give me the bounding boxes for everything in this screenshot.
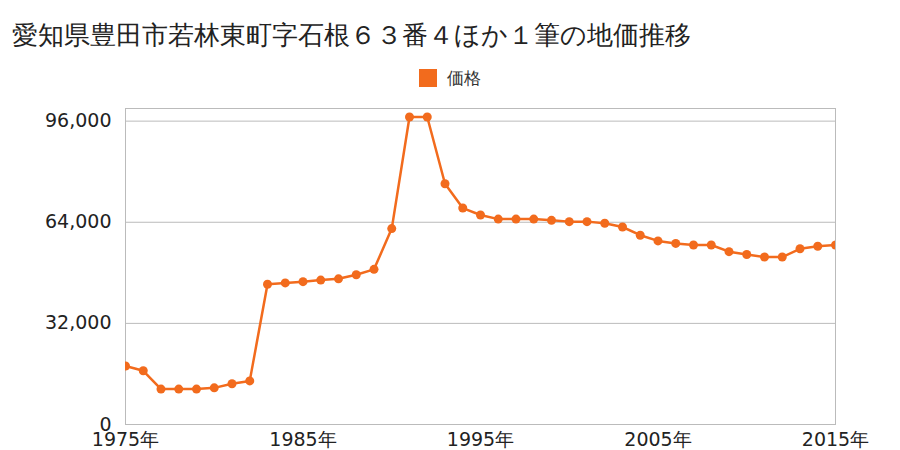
svg-text:1975年: 1975年 [92, 428, 159, 450]
svg-text:2005年: 2005年 [624, 428, 691, 450]
html-text:価格: 価格 [447, 67, 481, 88]
svg-text:0: 0 [99, 412, 112, 435]
html-text:愛知県豊田市若林東町字石根６３番４ほか１筆の地価推移: 愛知県豊田市若林東町字石根６３番４ほか１筆の地価推移 [12, 20, 691, 50]
svg-text:96,000: 96,000 [45, 109, 111, 131]
svg-text:1995年: 1995年 [447, 428, 514, 450]
svg-text:1985年: 1985年 [269, 428, 336, 450]
svg-text:32,000: 32,000 [45, 311, 111, 333]
svg-text:2015年: 2015年 [802, 428, 869, 450]
svg-text:64,000: 64,000 [45, 210, 111, 232]
